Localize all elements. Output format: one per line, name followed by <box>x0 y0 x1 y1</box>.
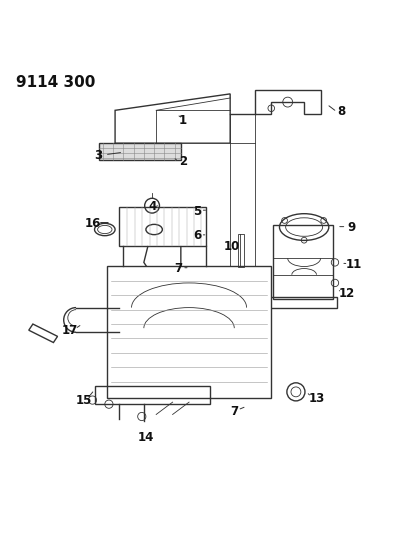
Bar <box>119 207 206 246</box>
Polygon shape <box>29 324 58 343</box>
Bar <box>230 115 255 266</box>
Polygon shape <box>115 94 230 143</box>
Bar <box>238 233 244 266</box>
Text: 9114 300: 9114 300 <box>16 75 96 91</box>
Text: 17: 17 <box>62 324 78 337</box>
Bar <box>273 225 333 300</box>
Text: 16: 16 <box>84 217 101 230</box>
Text: 1: 1 <box>179 114 187 127</box>
Text: 2: 2 <box>179 155 187 168</box>
Text: 3: 3 <box>95 149 103 162</box>
Text: 7: 7 <box>175 262 183 275</box>
Text: 12: 12 <box>339 287 356 300</box>
Text: 6: 6 <box>193 229 201 242</box>
Text: 9: 9 <box>347 221 356 234</box>
Text: 13: 13 <box>308 392 325 405</box>
Text: 14: 14 <box>138 431 154 443</box>
Polygon shape <box>255 90 321 115</box>
Text: 8: 8 <box>337 104 345 118</box>
Text: 15: 15 <box>76 393 92 407</box>
Text: 10: 10 <box>224 240 240 253</box>
Text: 7: 7 <box>230 405 238 418</box>
Text: 4: 4 <box>148 200 156 213</box>
Text: 11: 11 <box>345 258 362 271</box>
Bar <box>269 297 337 308</box>
Polygon shape <box>107 266 271 398</box>
Bar <box>95 386 210 404</box>
Polygon shape <box>99 143 181 160</box>
Text: 5: 5 <box>193 205 201 217</box>
